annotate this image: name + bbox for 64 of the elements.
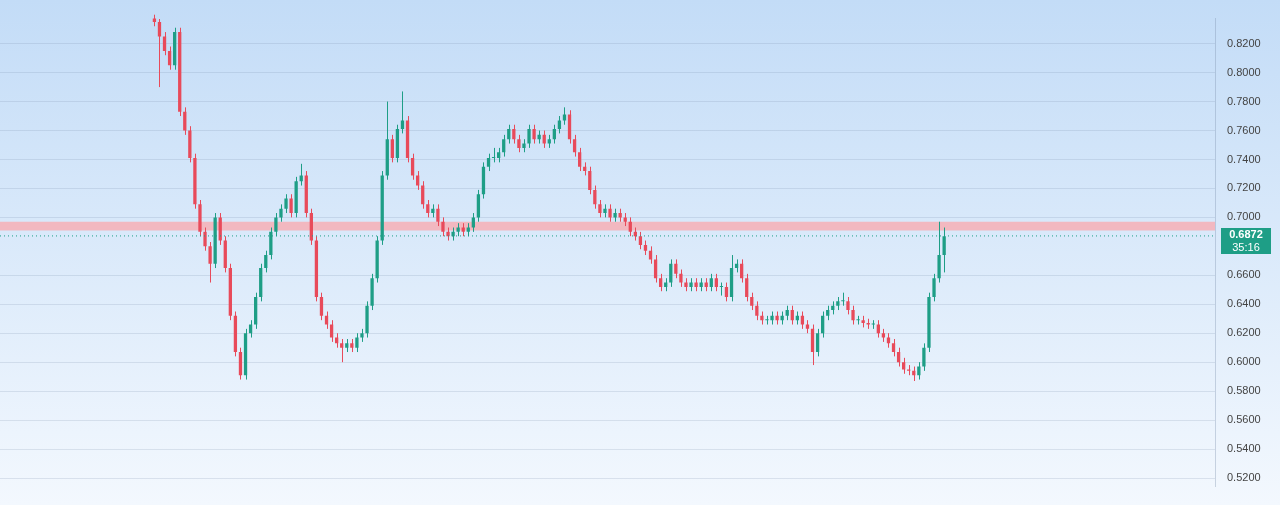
candlestick <box>932 273 936 302</box>
candlestick <box>674 258 678 279</box>
y-tick-label: 0.6200 <box>1227 326 1261 339</box>
y-tick-label: 0.5200 <box>1227 471 1261 484</box>
candlestick <box>572 134 577 158</box>
candlestick <box>512 124 516 145</box>
candlestick <box>400 90 405 134</box>
y-tick-label: 0.7000 <box>1227 210 1261 223</box>
candlestick <box>755 300 759 321</box>
candlestick <box>552 124 556 145</box>
candlestick <box>416 170 420 191</box>
candlestick <box>527 124 531 149</box>
y-tick-label: 0.8000 <box>1227 65 1261 78</box>
candlestick <box>218 212 222 246</box>
y-tick-label: 0.5600 <box>1227 413 1261 426</box>
y-tick-label: 0.8200 <box>1227 36 1261 49</box>
y-tick-label: 0.7600 <box>1227 123 1261 136</box>
y-tick-label: 0.7800 <box>1227 94 1261 107</box>
candlestick <box>289 193 293 218</box>
candlestick <box>502 134 506 158</box>
candlestick <box>719 282 724 297</box>
text: 35:16 <box>1232 240 1260 253</box>
ref-line-label: 0.6872 <box>1229 227 1263 240</box>
candlestick <box>653 254 658 284</box>
candlestick <box>441 216 445 237</box>
candlestick <box>810 324 815 366</box>
y-tick-label: 0.5400 <box>1227 442 1261 455</box>
candlestick <box>491 147 496 163</box>
candlestick <box>340 338 344 363</box>
candlestick <box>264 250 268 273</box>
y-tick-label: 0.7400 <box>1227 152 1261 165</box>
candlestick <box>471 212 475 233</box>
candlestick <box>578 147 582 172</box>
y-tick-label: 0.6400 <box>1227 297 1261 310</box>
candlestick <box>436 203 440 227</box>
candlestick <box>815 328 820 357</box>
candlestick <box>790 305 794 326</box>
candlestick <box>841 292 845 307</box>
candlestick <box>319 292 324 321</box>
candlestick <box>329 319 334 343</box>
candlestick <box>203 227 207 252</box>
candlestick <box>238 347 243 381</box>
candlestick <box>628 216 632 237</box>
candlestick <box>745 273 749 302</box>
y-tick-label: 0.6000 <box>1227 355 1261 368</box>
candlestick <box>299 163 303 187</box>
candlestick <box>532 124 536 145</box>
candlestick <box>724 282 729 302</box>
candlestick <box>390 134 394 163</box>
y-tick-label: 0.5800 <box>1227 384 1261 397</box>
candlestick <box>922 342 926 372</box>
candlestick <box>588 166 592 195</box>
candlestick <box>208 241 212 284</box>
y-tick-label: 0.7200 <box>1227 181 1261 194</box>
candlestick <box>476 189 481 223</box>
candlestick <box>183 106 187 136</box>
candlestick <box>507 124 511 145</box>
candlestick <box>355 332 359 353</box>
candlestick <box>669 258 673 288</box>
candlestick <box>284 193 288 214</box>
y-tick-label: 0.6600 <box>1227 268 1261 281</box>
candlestick <box>896 347 901 368</box>
candlestick <box>162 31 167 56</box>
candlestick <box>851 305 855 326</box>
